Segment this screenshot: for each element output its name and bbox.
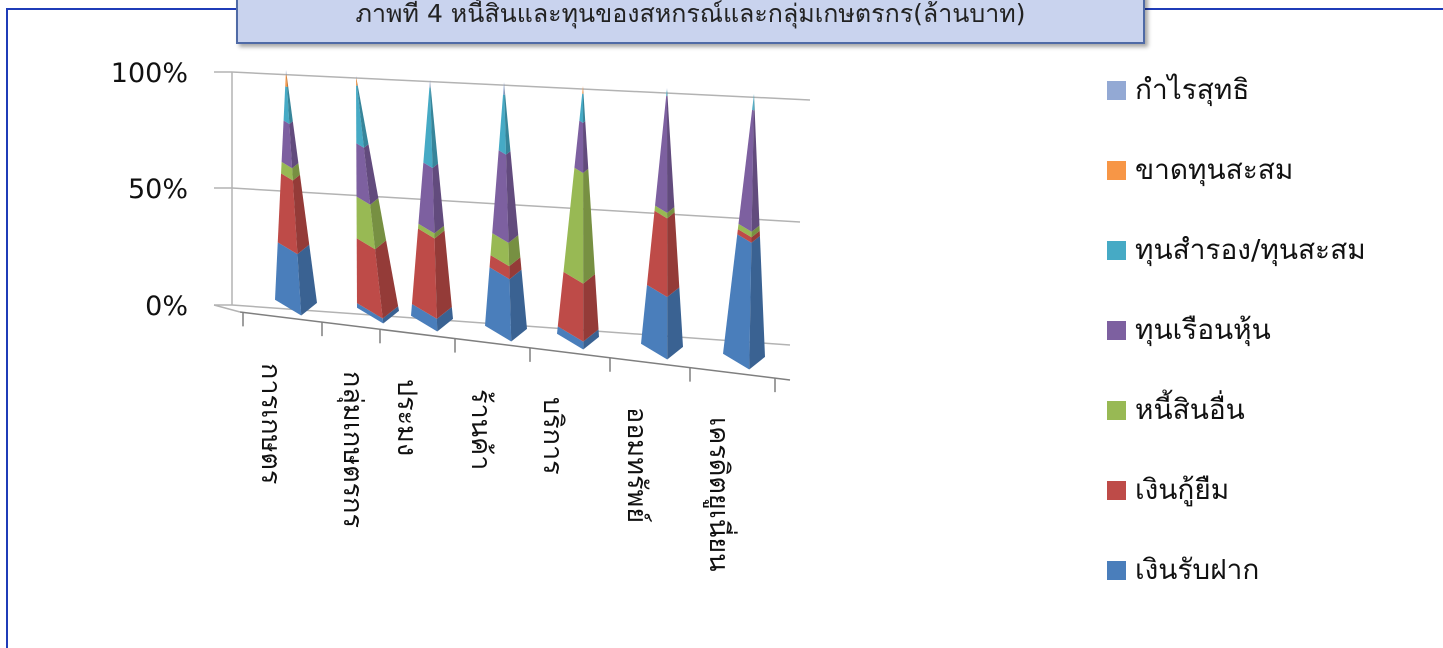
bar-segment [564, 168, 584, 284]
bar-segment [582, 86, 583, 94]
bar-segment-side [667, 96, 674, 213]
legend-swatch [1107, 81, 1126, 100]
x-category-label: กลุ่มเกษตรกร [336, 371, 368, 528]
bar-stack [485, 82, 527, 342]
chart-plot: 100% 50% 0% การเกษตร กลุ่มเกษตรกร ประมง ร้านค… [0, 0, 1090, 635]
bar-segment-side [583, 121, 588, 173]
legend-swatch [1107, 161, 1126, 180]
bar-stack [723, 94, 765, 370]
x-category-label: ประมง [391, 379, 422, 456]
x-category-label: เครดิตยูเนี่ยน [703, 417, 738, 572]
legend-swatch [1107, 321, 1126, 340]
legend-swatch [1107, 561, 1126, 580]
legend-item: ทุนเรือนหุ้น [1107, 310, 1271, 350]
legend-item: หนี้สินอื่น [1107, 390, 1245, 430]
bar-segment [723, 234, 751, 369]
legend-label: หนี้สินอื่น [1135, 388, 1245, 432]
y-tick-label: 50% [128, 174, 188, 205]
floor-edge [214, 305, 240, 312]
bar-segment [647, 211, 667, 297]
bar-stack [356, 76, 399, 324]
bar-segment [574, 121, 583, 173]
bar-stack [641, 88, 683, 360]
legend-label: ทุนเรือนหุ้น [1135, 308, 1271, 352]
y-axis-ticks: 100% 50% 0% [111, 58, 188, 322]
bar-segment [579, 93, 583, 122]
legend-item: ขาดทุนสะสม [1107, 150, 1293, 190]
bar-segment [641, 285, 667, 360]
legend-swatch [1107, 401, 1126, 420]
legend-label: ทุนสำรอง/ทุนสะสม [1135, 228, 1366, 272]
bar-segment [412, 229, 437, 319]
bar-segment-side [510, 270, 527, 342]
legend-swatch [1107, 481, 1126, 500]
x-category-label: บริการ [537, 397, 568, 475]
gridline [232, 72, 810, 100]
legend-label: กำไรสุทธิ [1135, 68, 1249, 112]
bar-segment-side [749, 236, 765, 370]
bar-stack [557, 86, 599, 350]
legend-item: ทุนสำรอง/ทุนสะสม [1107, 230, 1366, 270]
bar-layer [275, 70, 765, 370]
legend-item: เงินกู้ยืม [1107, 470, 1229, 510]
bar-segment-side [583, 94, 585, 123]
bar-segment [492, 150, 508, 243]
bar-segment [739, 110, 754, 232]
x-axis-categories: การเกษตร กลุ่มเกษตรกร ประมง ร้านค้า บริการ ออ… [243, 312, 775, 571]
y-tick-label: 0% [145, 291, 188, 322]
x-category-label: การเกษตร [255, 363, 286, 484]
legend-label: เงินรับฝาก [1135, 548, 1259, 592]
bar-stack [411, 80, 453, 332]
bar-segment-side [433, 164, 444, 234]
legend-label: เงินกู้ยืม [1135, 468, 1229, 512]
bar-segment-side [583, 169, 595, 284]
y-tick-label: 100% [111, 58, 188, 89]
bar-segment [655, 96, 667, 213]
legend-label: ขาดทุนสะสม [1135, 148, 1293, 192]
bar-segment [418, 163, 434, 234]
x-category-label: ร้านค้า [465, 389, 496, 470]
bar-segment-side [667, 212, 679, 297]
legend-swatch [1107, 241, 1126, 260]
bar-segment-side [435, 231, 452, 319]
bar-segment-side [667, 287, 683, 359]
x-category-label: ออมทรัพย์ [621, 407, 653, 523]
legend-item: เงินรับฝาก [1107, 550, 1259, 590]
bar-segment [485, 267, 511, 341]
legend-item: กำไรสุทธิ [1107, 70, 1249, 110]
